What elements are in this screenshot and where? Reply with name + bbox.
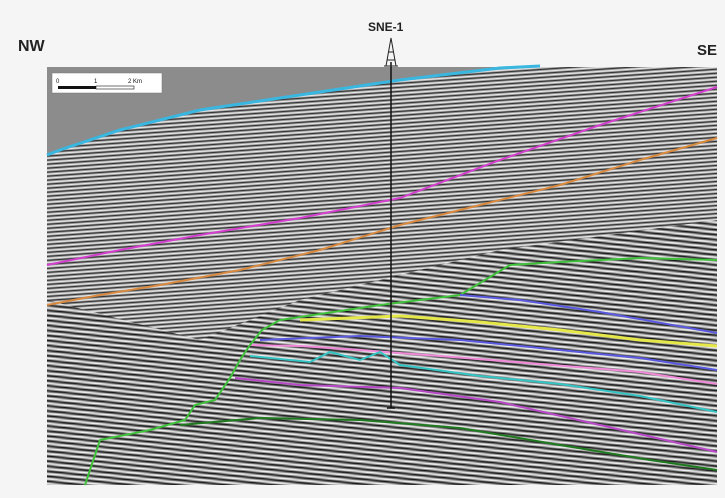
green-horizon xyxy=(279,256,718,321)
cyan-horizon xyxy=(249,350,718,413)
yellow-horizon xyxy=(299,314,718,348)
blue-horizon-lower xyxy=(259,334,718,371)
scale-tick-2: 2 Km xyxy=(128,79,142,85)
well-trajectory xyxy=(387,62,395,409)
well-name-label: SNE-1 xyxy=(368,20,404,34)
purple-horizon xyxy=(234,377,718,453)
scale-bar: 0 1 2 Km xyxy=(51,72,163,94)
horizon-lines xyxy=(46,64,718,486)
blue-horizon-upper xyxy=(459,294,718,334)
magenta-horizon xyxy=(46,86,718,266)
green-fault-line xyxy=(84,319,281,486)
pink-horizon xyxy=(249,344,718,385)
scale-tick-1: 1 xyxy=(94,79,98,85)
scale-tick-0: 0 xyxy=(56,79,60,85)
nw-direction-label: NW xyxy=(18,38,45,55)
dark-green-horizon xyxy=(179,416,718,471)
drilling-rig-icon xyxy=(384,37,398,67)
seabed-horizon xyxy=(46,64,541,157)
se-direction-label: SE xyxy=(697,42,718,59)
orange-horizon xyxy=(46,137,718,306)
